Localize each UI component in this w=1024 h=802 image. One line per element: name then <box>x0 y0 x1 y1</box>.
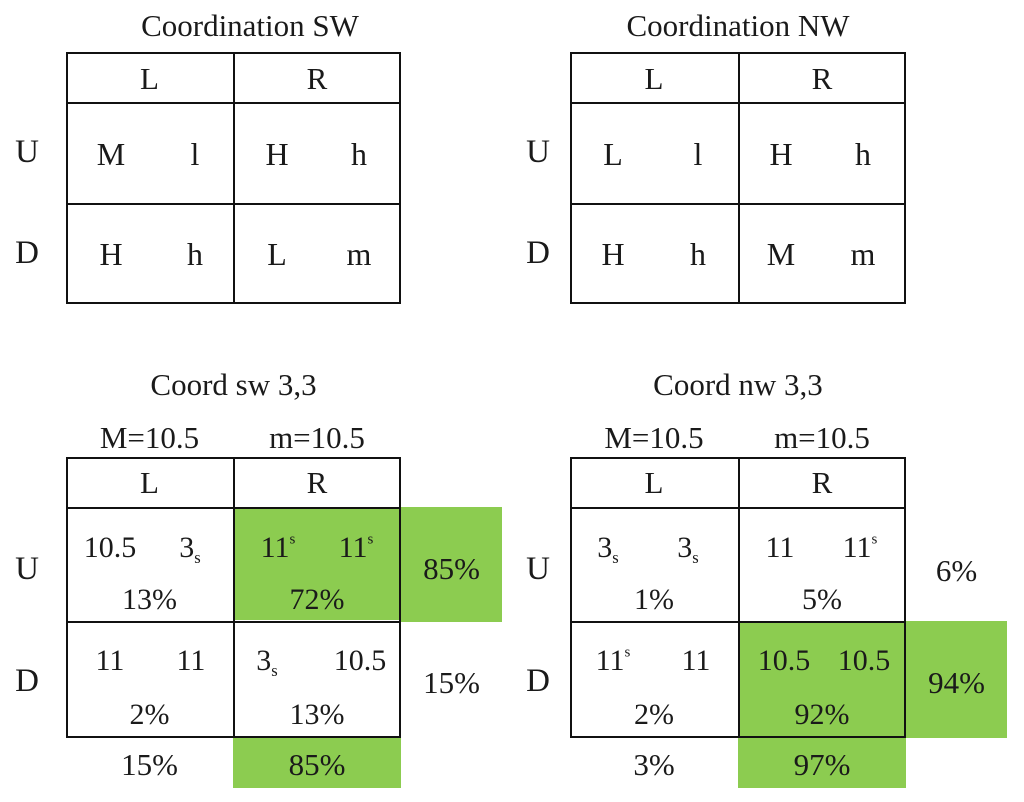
payoff-col: 10.5 <box>837 644 891 677</box>
payoff-row: 11s <box>260 531 296 564</box>
matrix-title-sw: Coordination SW <box>141 8 359 43</box>
payoff-col: l <box>190 136 200 172</box>
matrix-divider-h <box>66 102 401 104</box>
param-m-upper: M=10.5 <box>604 420 704 455</box>
col-header-r: R <box>811 465 833 500</box>
col-total-l: 15% <box>121 747 178 782</box>
matrix-divider-h <box>570 507 906 509</box>
matrix-divider-h <box>66 621 401 623</box>
matrix-divider-v <box>738 52 740 304</box>
col-header-r: R <box>306 61 328 96</box>
payoff-row: 11s <box>595 644 631 677</box>
matrix-divider-v <box>233 52 235 304</box>
cell-probability: 5% <box>802 583 842 616</box>
highlight-cell-ur <box>233 507 401 620</box>
payoff-col: l <box>693 136 703 172</box>
payoff-row: 3s <box>256 644 278 680</box>
col-header-l: L <box>644 61 664 96</box>
row-total-d: 94% <box>928 665 985 700</box>
payoff-col: m <box>850 236 876 272</box>
col-total-l: 3% <box>633 747 675 782</box>
payoff-col: 11s <box>338 531 374 564</box>
col-header-r: R <box>811 61 833 96</box>
row-total-u: 85% <box>423 551 480 586</box>
payoff-col: h <box>351 136 367 172</box>
cell-probability: 13% <box>122 583 177 616</box>
row-header-u: U <box>15 551 39 587</box>
row-header-d: D <box>526 663 550 699</box>
payoff-col: 10.5 <box>333 644 387 677</box>
payoff-col: h <box>855 136 871 172</box>
param-m-lower: m=10.5 <box>774 420 870 455</box>
matrix-divider-h <box>66 203 401 205</box>
payoff-row: H <box>769 136 793 172</box>
matrix-title-nw: Coordination NW <box>626 8 850 43</box>
payoff-col: h <box>690 236 706 272</box>
row-header-d: D <box>526 235 550 271</box>
payoff-col: 3s <box>677 531 699 567</box>
col-header-r: R <box>306 465 328 500</box>
cell-probability: 2% <box>634 698 674 731</box>
payoff-col: h <box>187 236 203 272</box>
col-header-l: L <box>140 465 159 500</box>
highlight-col-total-r <box>233 738 401 788</box>
cell-probability: 1% <box>634 583 674 616</box>
row-total-d: 15% <box>423 665 480 700</box>
payoff-row: 11 <box>95 644 125 677</box>
payoff-col: 11s <box>842 531 878 564</box>
row-header-d: D <box>15 663 39 699</box>
matrix-divider-h <box>570 621 906 623</box>
param-m-lower: m=10.5 <box>269 420 365 455</box>
payoff-row: 10.5 <box>83 531 137 564</box>
cell-probability: 2% <box>129 698 170 731</box>
col-total-r: 97% <box>793 747 851 782</box>
payoff-row: M <box>96 136 126 172</box>
row-header-u: U <box>15 134 39 170</box>
cell-probability: 92% <box>794 698 850 731</box>
payoff-col: 11 <box>176 644 206 677</box>
param-m-upper: M=10.5 <box>99 420 200 455</box>
payoff-row: 10.5 <box>757 644 811 677</box>
game-title-nw: Coord nw 3,3 <box>653 367 823 402</box>
payoff-col: 11 <box>681 644 711 677</box>
payoff-row: L <box>603 136 623 172</box>
highlight-row-total-d <box>906 621 1007 738</box>
col-header-l: L <box>644 465 664 500</box>
matrix-divider-v <box>738 457 740 738</box>
payoff-row: L <box>267 236 287 272</box>
row-total-u: 6% <box>935 553 978 588</box>
highlight-row-total-u <box>401 507 502 622</box>
payoff-col: 3s <box>179 531 201 567</box>
payoff-row: M <box>766 236 796 272</box>
payoff-row: 11 <box>765 531 795 564</box>
matrix-divider-h <box>66 507 401 509</box>
payoff-row: H <box>601 236 625 272</box>
highlight-cell-dr <box>738 621 906 738</box>
row-header-u: U <box>526 551 550 587</box>
col-header-l: L <box>140 61 159 96</box>
matrix-divider-v <box>233 457 235 738</box>
payoff-row: 3s <box>597 531 619 567</box>
cell-probability: 13% <box>289 698 345 731</box>
row-header-d: D <box>15 235 39 271</box>
game-title-sw: Coord sw 3,3 <box>150 367 317 402</box>
row-header-u: U <box>526 134 550 170</box>
payoff-col: m <box>346 236 372 272</box>
col-total-r: 85% <box>288 747 346 782</box>
matrix-divider-h <box>570 102 906 104</box>
highlight-col-total-r <box>738 738 906 788</box>
cell-probability: 72% <box>289 583 345 616</box>
matrix-divider-h <box>570 203 906 205</box>
payoff-row: H <box>99 236 123 272</box>
payoff-row: H <box>265 136 289 172</box>
